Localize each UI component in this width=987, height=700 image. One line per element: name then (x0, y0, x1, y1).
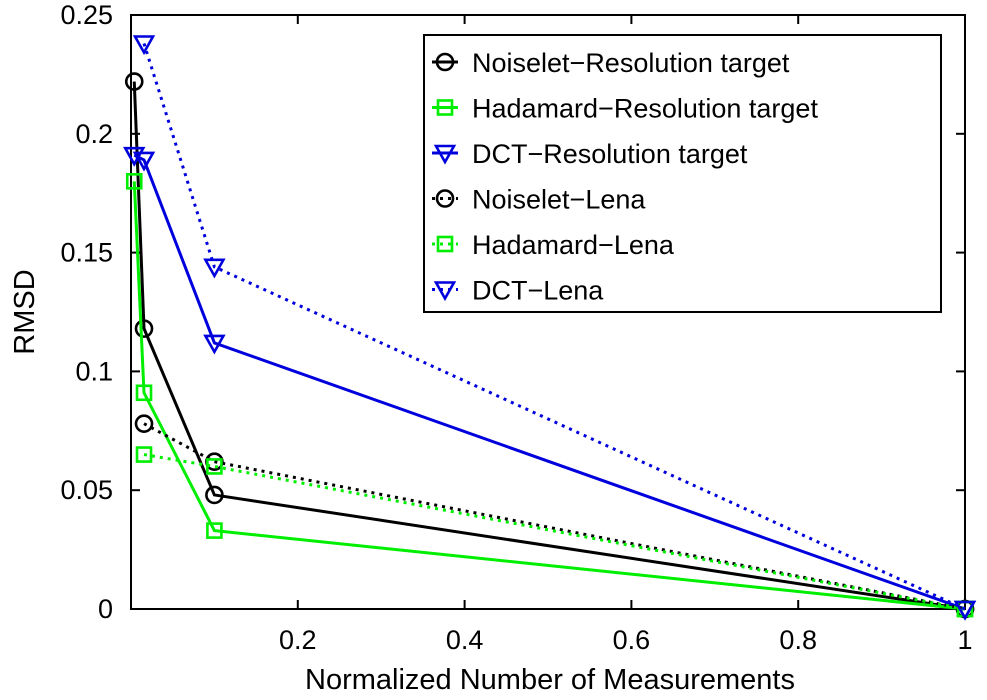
data-point (123, 146, 146, 167)
data-point (953, 600, 977, 621)
y-tick-label: 0.2 (75, 119, 113, 149)
legend-marker (435, 189, 455, 208)
series-line (142, 43, 966, 611)
data-point (203, 258, 226, 279)
legend-marker (436, 99, 454, 116)
x-axis-ticks: 0.2 0.4 0.6 0.8 1 (279, 15, 973, 655)
legend-box (423, 34, 942, 313)
y-tick-label: 0.15 (60, 238, 113, 268)
legend-entry: Hadamard−Resolution target (432, 94, 818, 124)
legend-label: Noiselet−Resolution target (472, 48, 790, 78)
legend-label: Hadamard−Lena (472, 230, 675, 260)
legend-label: Noiselet−Lena (472, 185, 646, 215)
x-tick-label: 0.2 (279, 625, 317, 655)
y-tick-label: 0.1 (75, 356, 113, 386)
legend-entry: DCT−Lena (432, 276, 604, 306)
data-point (206, 458, 223, 475)
legend-entry: DCT−Resolution target (432, 139, 748, 169)
legend-marker (433, 144, 457, 165)
series-line (143, 422, 966, 611)
data-point (134, 319, 154, 338)
legend-marker (433, 281, 457, 302)
x-tick-label: 0.4 (446, 625, 484, 655)
series-line (132, 181, 966, 611)
legend-entry: Noiselet−Lena (432, 185, 646, 215)
data-point (125, 173, 143, 190)
legend-entry: Noiselet−Resolution target (432, 48, 790, 78)
data-point (135, 384, 153, 402)
data-point (135, 446, 153, 463)
data-point (205, 485, 224, 505)
x-tick-label: 0.6 (613, 625, 651, 655)
series-layer (123, 35, 977, 621)
y-tick-label: 0.25 (60, 0, 113, 30)
legend-marker (436, 235, 454, 253)
data-point (203, 334, 226, 355)
data-point (134, 414, 154, 433)
y-axis-label: RMSD (9, 269, 41, 354)
x-tick-label: 1 (957, 625, 972, 655)
data-point (206, 522, 223, 539)
legend: Noiselet−Resolution target Hadamard−Resol… (423, 34, 942, 313)
x-tick-label: 0.8 (779, 625, 817, 655)
y-tick-label: 0.05 (60, 475, 113, 505)
series-line (132, 81, 966, 611)
legend-label: Hadamard−Resolution target (472, 94, 818, 124)
data-point (124, 72, 144, 91)
series-6 (132, 35, 977, 621)
series-1 (124, 72, 975, 619)
data-point (132, 151, 156, 172)
data-point (132, 35, 156, 56)
legend-label: DCT−Lena (472, 276, 604, 306)
legend-label: DCT−Resolution target (472, 139, 748, 169)
legend-entry: Hadamard−Lena (432, 230, 675, 260)
x-axis-label: Normalized Number of Measurements (305, 664, 795, 696)
legend-marker (435, 52, 455, 72)
y-tick-label: 0 (98, 594, 113, 624)
y-axis-ticks: 0 0.05 0.1 0.15 0.2 0.25 (60, 0, 965, 624)
